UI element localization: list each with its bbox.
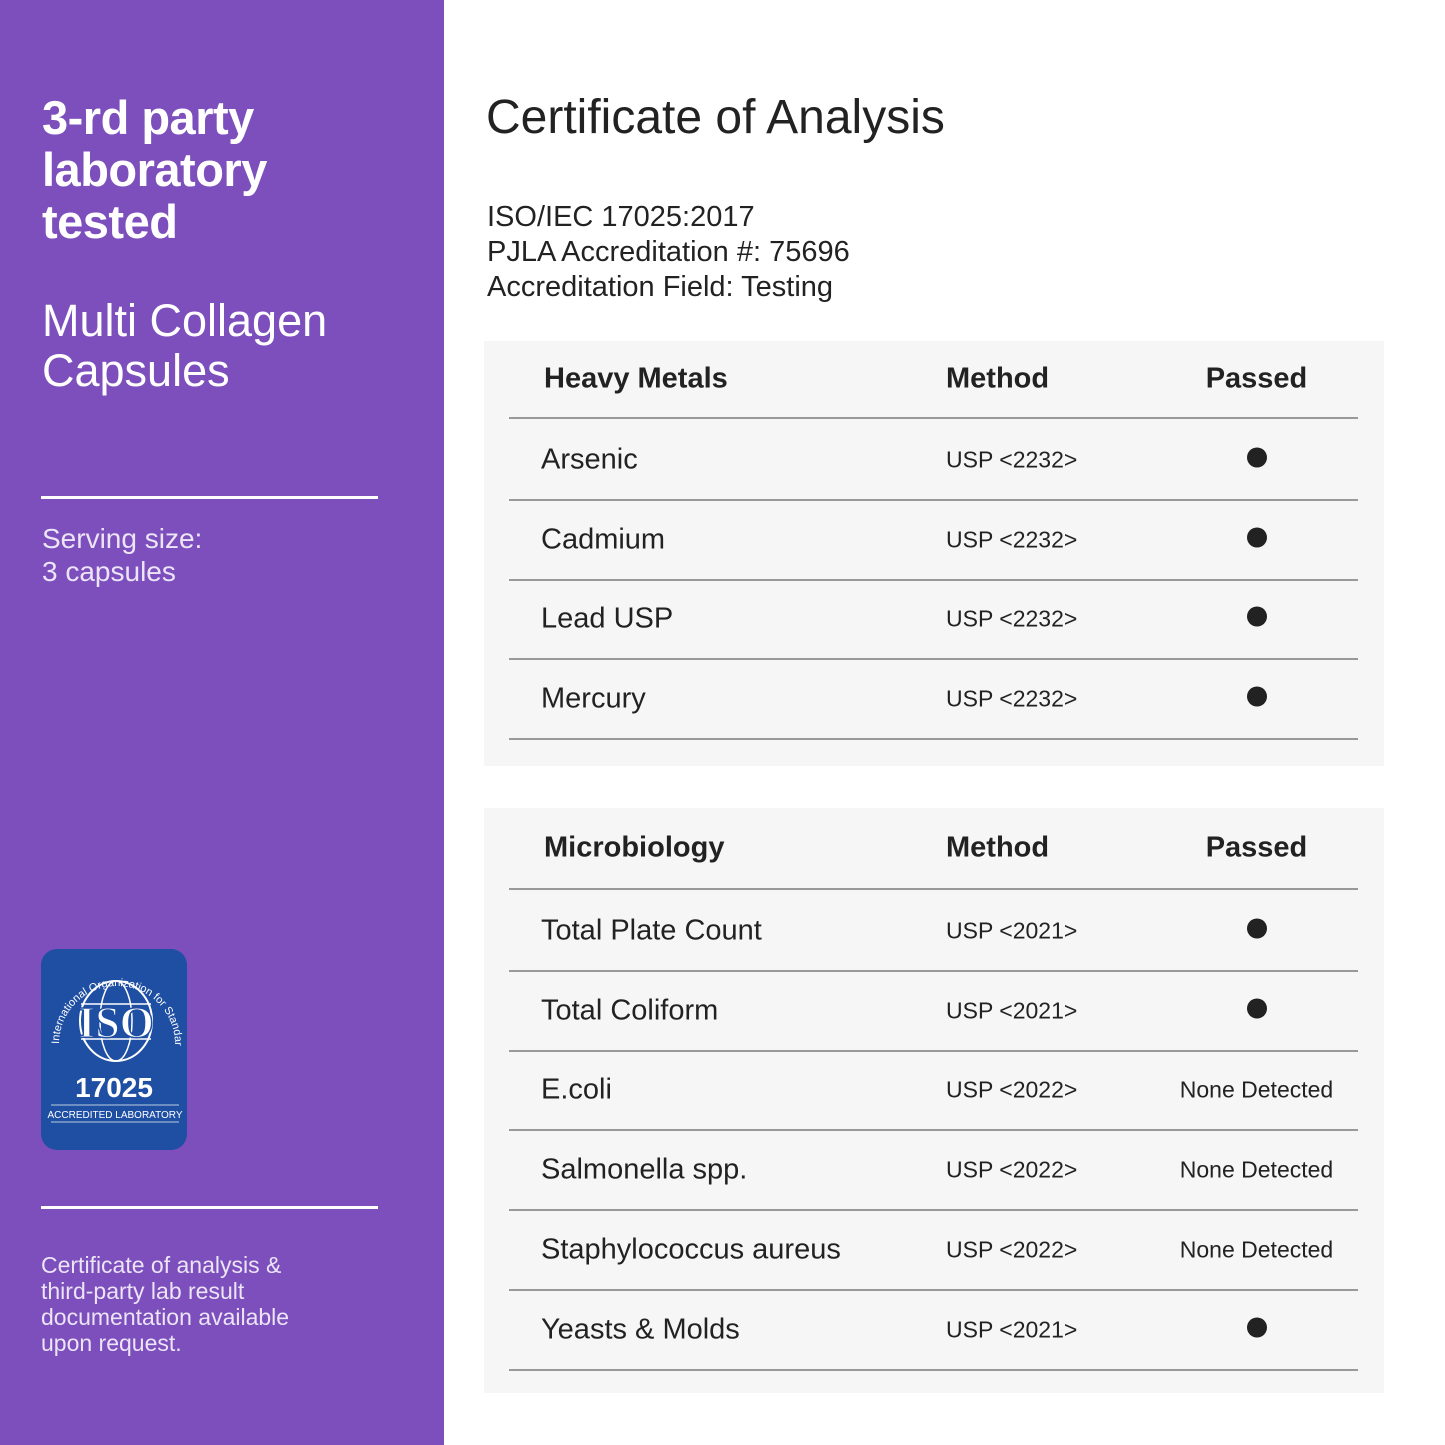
test-result: None Detected bbox=[1179, 1076, 1334, 1103]
test-name: Staphylococcus aureus bbox=[541, 1233, 841, 1266]
dot-icon bbox=[1246, 918, 1267, 939]
product-name: Multi Collagen Capsules bbox=[42, 295, 328, 396]
divider bbox=[41, 1206, 378, 1209]
test-method: USP <2022> bbox=[946, 1156, 1078, 1183]
column-header: Passed bbox=[1205, 831, 1308, 864]
test-method: USP <2021> bbox=[946, 1316, 1078, 1342]
test-result: None Detected bbox=[1179, 1236, 1334, 1263]
passed-dot-icon bbox=[1129, 686, 1384, 713]
passed-dot-icon bbox=[1129, 447, 1384, 474]
table-row: E.coli USP <2022> None Detected bbox=[509, 1051, 1358, 1132]
table-row: Total Coliform USP <2021> bbox=[509, 972, 1358, 1052]
column-header: Method bbox=[946, 831, 1050, 864]
test-method: USP <2022> bbox=[946, 1076, 1078, 1103]
serving-size: Serving size: 3 capsules bbox=[42, 522, 202, 588]
passed-dot-icon bbox=[1129, 918, 1384, 945]
column-header: Passed bbox=[1205, 362, 1308, 395]
test-result: None Detected bbox=[1179, 1156, 1334, 1183]
test-method: USP <2021> bbox=[946, 997, 1078, 1024]
accreditation-number: PJLA Accreditation #: 75696 bbox=[487, 236, 850, 268]
dot-icon bbox=[1246, 998, 1267, 1019]
test-method: USP <2232> bbox=[946, 526, 1078, 553]
table-row: Lead USP USP <2232> bbox=[509, 580, 1358, 661]
test-method: USP <2022> bbox=[946, 1236, 1078, 1263]
dot-icon bbox=[1246, 527, 1267, 548]
footer-note: Certificate of analysis & third-party la… bbox=[41, 1252, 290, 1356]
table-row: Arsenic USP <2232> bbox=[509, 421, 1358, 501]
table-row: Total Plate Count USP <2021> bbox=[509, 892, 1358, 972]
passed-dot-icon bbox=[1129, 606, 1384, 633]
table-row: Yeasts & Molds USP <2021> bbox=[509, 1291, 1358, 1371]
column-header: Method bbox=[946, 362, 1050, 395]
table-row: Cadmium USP <2232> bbox=[509, 501, 1358, 581]
test-name: Lead USP bbox=[541, 602, 674, 635]
test-method: USP <2021> bbox=[946, 917, 1078, 944]
dot-icon bbox=[1246, 1317, 1267, 1337]
test-name: Yeasts & Molds bbox=[541, 1313, 740, 1345]
test-method: USP <2232> bbox=[946, 446, 1078, 473]
test-name: Total Coliform bbox=[541, 994, 719, 1027]
microbiology-table: Microbiology Method Passed Total Plate Coun… bbox=[484, 808, 1384, 1393]
column-header: Heavy Metals bbox=[544, 362, 728, 395]
passed-dot-icon bbox=[1129, 997, 1384, 1024]
test-name: Mercury bbox=[541, 682, 646, 715]
test-name: Total Plate Count bbox=[541, 914, 762, 947]
page-title: Certificate of Analysis bbox=[486, 91, 945, 144]
table-header: Heavy Metals Method Passed bbox=[509, 341, 1358, 419]
passed-dot-icon bbox=[1129, 1316, 1384, 1343]
sidebar: 3-rd party laboratory tested Multi Colla… bbox=[0, 0, 444, 1445]
dot-icon bbox=[1246, 686, 1267, 707]
heavy-metals-table: Heavy Metals Method Passed Arsenic USP <2232… bbox=[484, 341, 1384, 766]
dot-icon bbox=[1246, 447, 1267, 468]
badge-caption: ACCREDITED LABORATORY bbox=[47, 1110, 182, 1121]
table-row: Staphylococcus aureus USP <2022> None Dete… bbox=[509, 1211, 1358, 1291]
serving-value: 3 capsules bbox=[42, 556, 176, 587]
divider bbox=[41, 496, 378, 499]
column-header: Microbiology bbox=[544, 831, 725, 864]
table-row: Salmonella spp. USP <2022> None Detected bbox=[509, 1131, 1358, 1212]
test-name: Salmonella spp. bbox=[541, 1153, 748, 1186]
accreditation-info: ISO/IEC 17025:2017 PJLA Accreditation #:… bbox=[487, 200, 850, 305]
table-row: Mercury USP <2232> bbox=[509, 660, 1358, 741]
test-method: USP <2232> bbox=[946, 685, 1078, 712]
table-header: Microbiology Method Passed bbox=[509, 808, 1358, 890]
iso-standard: ISO/IEC 17025:2017 bbox=[487, 201, 755, 233]
passed-dot-icon bbox=[1129, 526, 1384, 553]
serving-label: Serving size: bbox=[42, 523, 203, 554]
test-name: Cadmium bbox=[541, 523, 666, 556]
iso-badge: International Organization for Standardi… bbox=[41, 949, 187, 1150]
test-method: USP <2232> bbox=[946, 605, 1078, 632]
badge-number: 17025 bbox=[75, 1072, 153, 1103]
headline: 3-rd party laboratory tested bbox=[42, 91, 267, 248]
badge-logo: ISO bbox=[78, 998, 154, 1047]
test-name: E.coli bbox=[541, 1073, 612, 1106]
test-name: Arsenic bbox=[541, 443, 638, 476]
accreditation-field: Accreditation Field: Testing bbox=[487, 271, 834, 303]
dot-icon bbox=[1246, 606, 1267, 627]
